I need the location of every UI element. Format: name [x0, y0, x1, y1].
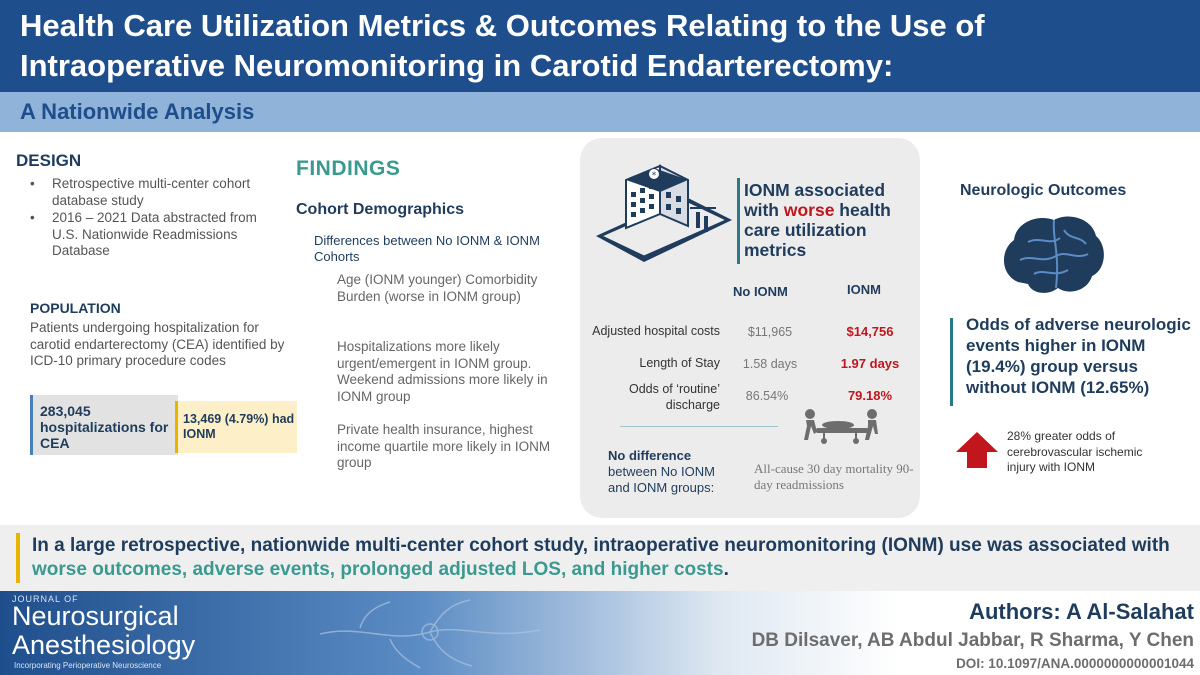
stretcher-icon — [804, 409, 878, 444]
svg-text:*: * — [652, 171, 657, 181]
page-subtitle: A Nationwide Analysis — [20, 99, 255, 124]
total-box — [30, 395, 178, 455]
title-band — [0, 0, 1200, 92]
neuro-heading: Neurologic Outcomes — [960, 182, 1127, 199]
metric-ionm: 1.97 days — [840, 356, 900, 371]
no-difference-items: All-cause 30 day mortality 90-day readmi… — [754, 461, 914, 492]
neuron-watermark-icon — [319, 599, 541, 669]
no-difference-emphasis: No difference — [608, 448, 692, 463]
journal-name-line: Neurosurgical — [12, 601, 179, 631]
utilization-headline: IONM associated with worse health care u… — [744, 180, 924, 260]
subtitle-band — [0, 92, 1200, 132]
brain-icon — [1003, 216, 1104, 293]
headline-text: health care utilization metrics — [744, 200, 891, 260]
design-list: Retrospective multi-center cohort databa… — [30, 176, 270, 261]
first-author: A Al-Salahat — [1060, 599, 1194, 624]
divider — [620, 426, 778, 427]
col-header-no-ionm: No IONM — [733, 284, 788, 299]
design-bullet: 2016 – 2021 Data abstracted from U.S. Na… — [30, 210, 270, 260]
journal-label: JOURNAL OF — [12, 594, 79, 604]
up-arrow-icon — [956, 432, 998, 468]
conclusion-end: . — [723, 559, 729, 580]
findings-heading: FINDINGS — [296, 157, 401, 180]
no-difference-note: No difference between No IONM and IONM gr… — [608, 448, 738, 496]
journal-tagline: Incorporating Perioperative Neuroscience — [14, 661, 162, 670]
no-difference-text: between No IONM and IONM groups: — [608, 464, 715, 495]
ionm-box — [175, 401, 297, 453]
finding-item: Age (IONM younger) Comorbidity Burden (w… — [337, 272, 538, 304]
headline-text: IONM associated with — [744, 180, 886, 220]
total-hospitalizations: 283,045 hospitalizations for CEA — [40, 403, 169, 451]
design-bullet: Retrospective multi-center cohort databa… — [30, 176, 270, 209]
conclusion-band — [0, 525, 1200, 591]
headline-emphasis: worse — [783, 200, 835, 220]
cohort-heading: Cohort Demographics — [296, 201, 465, 218]
metric-ionm: $14,756 — [846, 324, 894, 339]
page-title: Health Care Utilization Metrics & Outcom… — [20, 8, 985, 83]
conclusion-text: In a large retrospective, nationwide mul… — [32, 534, 1192, 582]
metric-no-ionm: 1.58 days — [742, 357, 798, 371]
doi: DOI: 10.1097/ANA.0000000000001044 — [956, 656, 1194, 671]
differences-text: Differences between No IONM & IONM Cohor… — [314, 233, 540, 264]
population-text: Patients undergoing hospitalization for … — [30, 320, 285, 368]
metric-no-ionm: 86.54% — [745, 389, 789, 403]
metric-label: Odds of ‘routine’ discharge — [628, 382, 720, 412]
ischemic-injury-note: 28% greater odds of cerebrovascular isch… — [1007, 429, 1143, 474]
conclusion-accent-bar — [16, 533, 20, 583]
co-authors: DB Dilsaver, AB Abdul Jabbar, R Sharma, … — [751, 630, 1194, 651]
footer-band — [0, 591, 1200, 675]
authors-line: Authors: A Al-Salahat — [700, 599, 1194, 625]
metric-label: Adjusted hospital costs — [592, 324, 720, 338]
authors-label: Authors: — [969, 599, 1061, 624]
metric-label: Length of Stay — [639, 356, 720, 370]
odds-accent-bar — [950, 318, 953, 406]
metric-no-ionm: $11,965 — [747, 325, 793, 339]
neuro-odds: Odds of adverse neurologic events higher… — [966, 315, 1191, 397]
finding-item: Hospitalizations more likely urgent/emer… — [337, 339, 548, 404]
conclusion-emphasis: worse outcomes, adverse events, prolonge… — [32, 559, 724, 580]
ionm-count: 13,469 (4.79%) had IONM — [183, 412, 295, 441]
conclusion-lead: In a large retrospective, nationwide mul… — [32, 535, 1170, 556]
finding-item: Private health insurance, highest income… — [337, 422, 551, 470]
population-heading: POPULATION — [30, 300, 121, 316]
metric-ionm: 79.18% — [847, 388, 893, 403]
journal-name: Neurosurgical Anesthesiology — [12, 602, 242, 660]
hospital-icon: * — [596, 164, 732, 262]
col-header-ionm: IONM — [847, 282, 881, 297]
journal-name-line: Anesthesiology — [12, 630, 196, 660]
design-heading: DESIGN — [16, 151, 82, 170]
utilization-accent-bar — [737, 178, 740, 264]
